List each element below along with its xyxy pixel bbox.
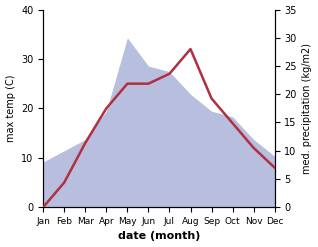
- Y-axis label: max temp (C): max temp (C): [5, 75, 16, 142]
- X-axis label: date (month): date (month): [118, 231, 200, 242]
- Y-axis label: med. precipitation (kg/m2): med. precipitation (kg/m2): [302, 43, 313, 174]
